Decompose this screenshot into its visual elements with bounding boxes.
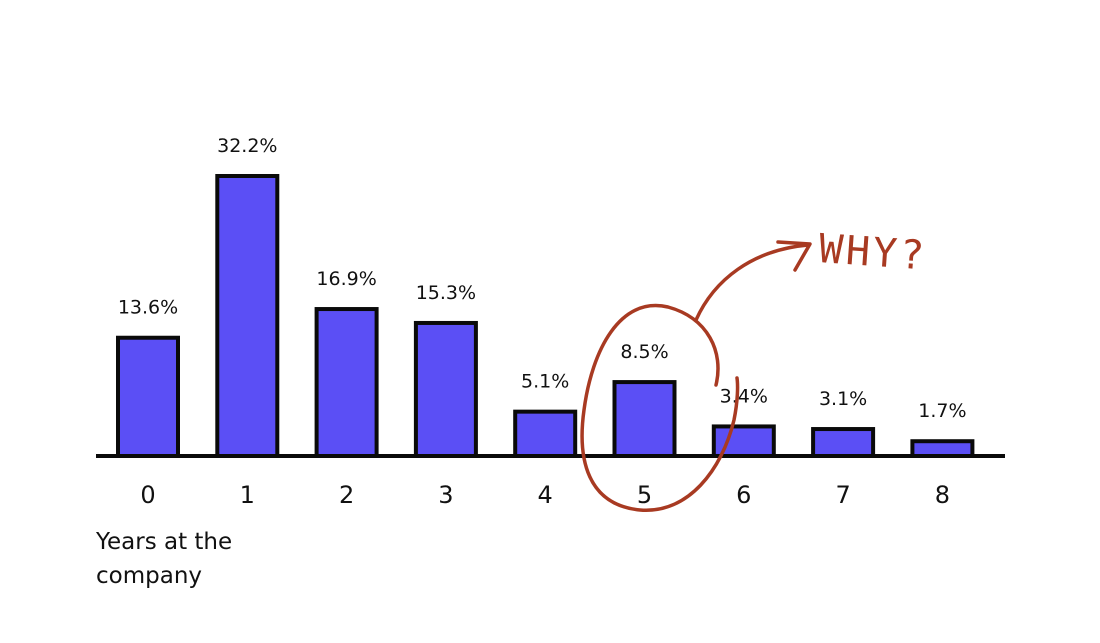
category-label-6: 6 [736, 481, 751, 509]
value-label-4: 5.1% [521, 371, 569, 393]
arrow-head [776, 240, 812, 272]
category-label-8: 8 [935, 481, 950, 509]
value-label-8: 1.7% [918, 400, 966, 422]
bar-8 [910, 439, 975, 458]
arrow-curve [694, 243, 810, 322]
bar-5 [612, 380, 677, 458]
value-label-7: 3.1% [819, 388, 867, 410]
bar-3 [413, 320, 478, 458]
value-label-0: 13.6% [118, 297, 178, 319]
category-label-5: 5 [637, 481, 652, 509]
x-axis-title-line-1: Years at the [95, 529, 232, 555]
category-label-2: 2 [339, 481, 354, 509]
handwritten-annotation: WHY? [580, 226, 929, 512]
value-label-2: 16.9% [316, 268, 376, 290]
bar-2 [314, 307, 379, 459]
category-label-3: 3 [438, 481, 453, 509]
category-labels-group: 0 1 2 3 4 5 6 7 8 [140, 481, 950, 509]
value-label-6: 3.4% [720, 385, 768, 407]
value-labels-group: 13.6% 32.2% 16.9% 15.3% 5.1% 8.5% 3.4% 3.1% 1.7% [118, 135, 967, 422]
category-label-0: 0 [140, 481, 155, 509]
category-label-4: 4 [538, 481, 553, 509]
value-label-1: 32.2% [217, 135, 277, 157]
value-label-3: 15.3% [416, 282, 476, 304]
bars-group [116, 174, 975, 459]
category-label-1: 1 [240, 481, 255, 509]
x-axis-title-line-2: company [96, 563, 202, 589]
bar-0 [116, 335, 180, 459]
annotation-why-text: WHY? [817, 226, 928, 279]
value-label-5: 8.5% [620, 341, 668, 363]
circle-highlight [580, 303, 740, 512]
category-label-7: 7 [835, 481, 850, 509]
bar-1 [215, 174, 280, 458]
bar-7 [811, 427, 876, 459]
bar-4 [513, 409, 578, 458]
